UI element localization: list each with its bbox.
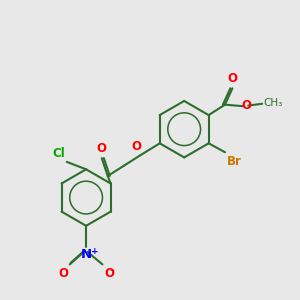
Text: Br: Br	[226, 154, 241, 168]
Text: ⁻: ⁻	[108, 267, 114, 280]
Text: O: O	[132, 140, 142, 153]
Text: CH₃: CH₃	[264, 98, 283, 108]
Text: +: +	[91, 248, 99, 256]
Text: O: O	[104, 267, 114, 280]
Text: O: O	[96, 142, 106, 154]
Text: O: O	[242, 99, 252, 112]
Text: O: O	[227, 72, 237, 85]
Text: Cl: Cl	[52, 146, 65, 160]
Text: N: N	[80, 248, 92, 261]
Text: O: O	[58, 267, 68, 280]
